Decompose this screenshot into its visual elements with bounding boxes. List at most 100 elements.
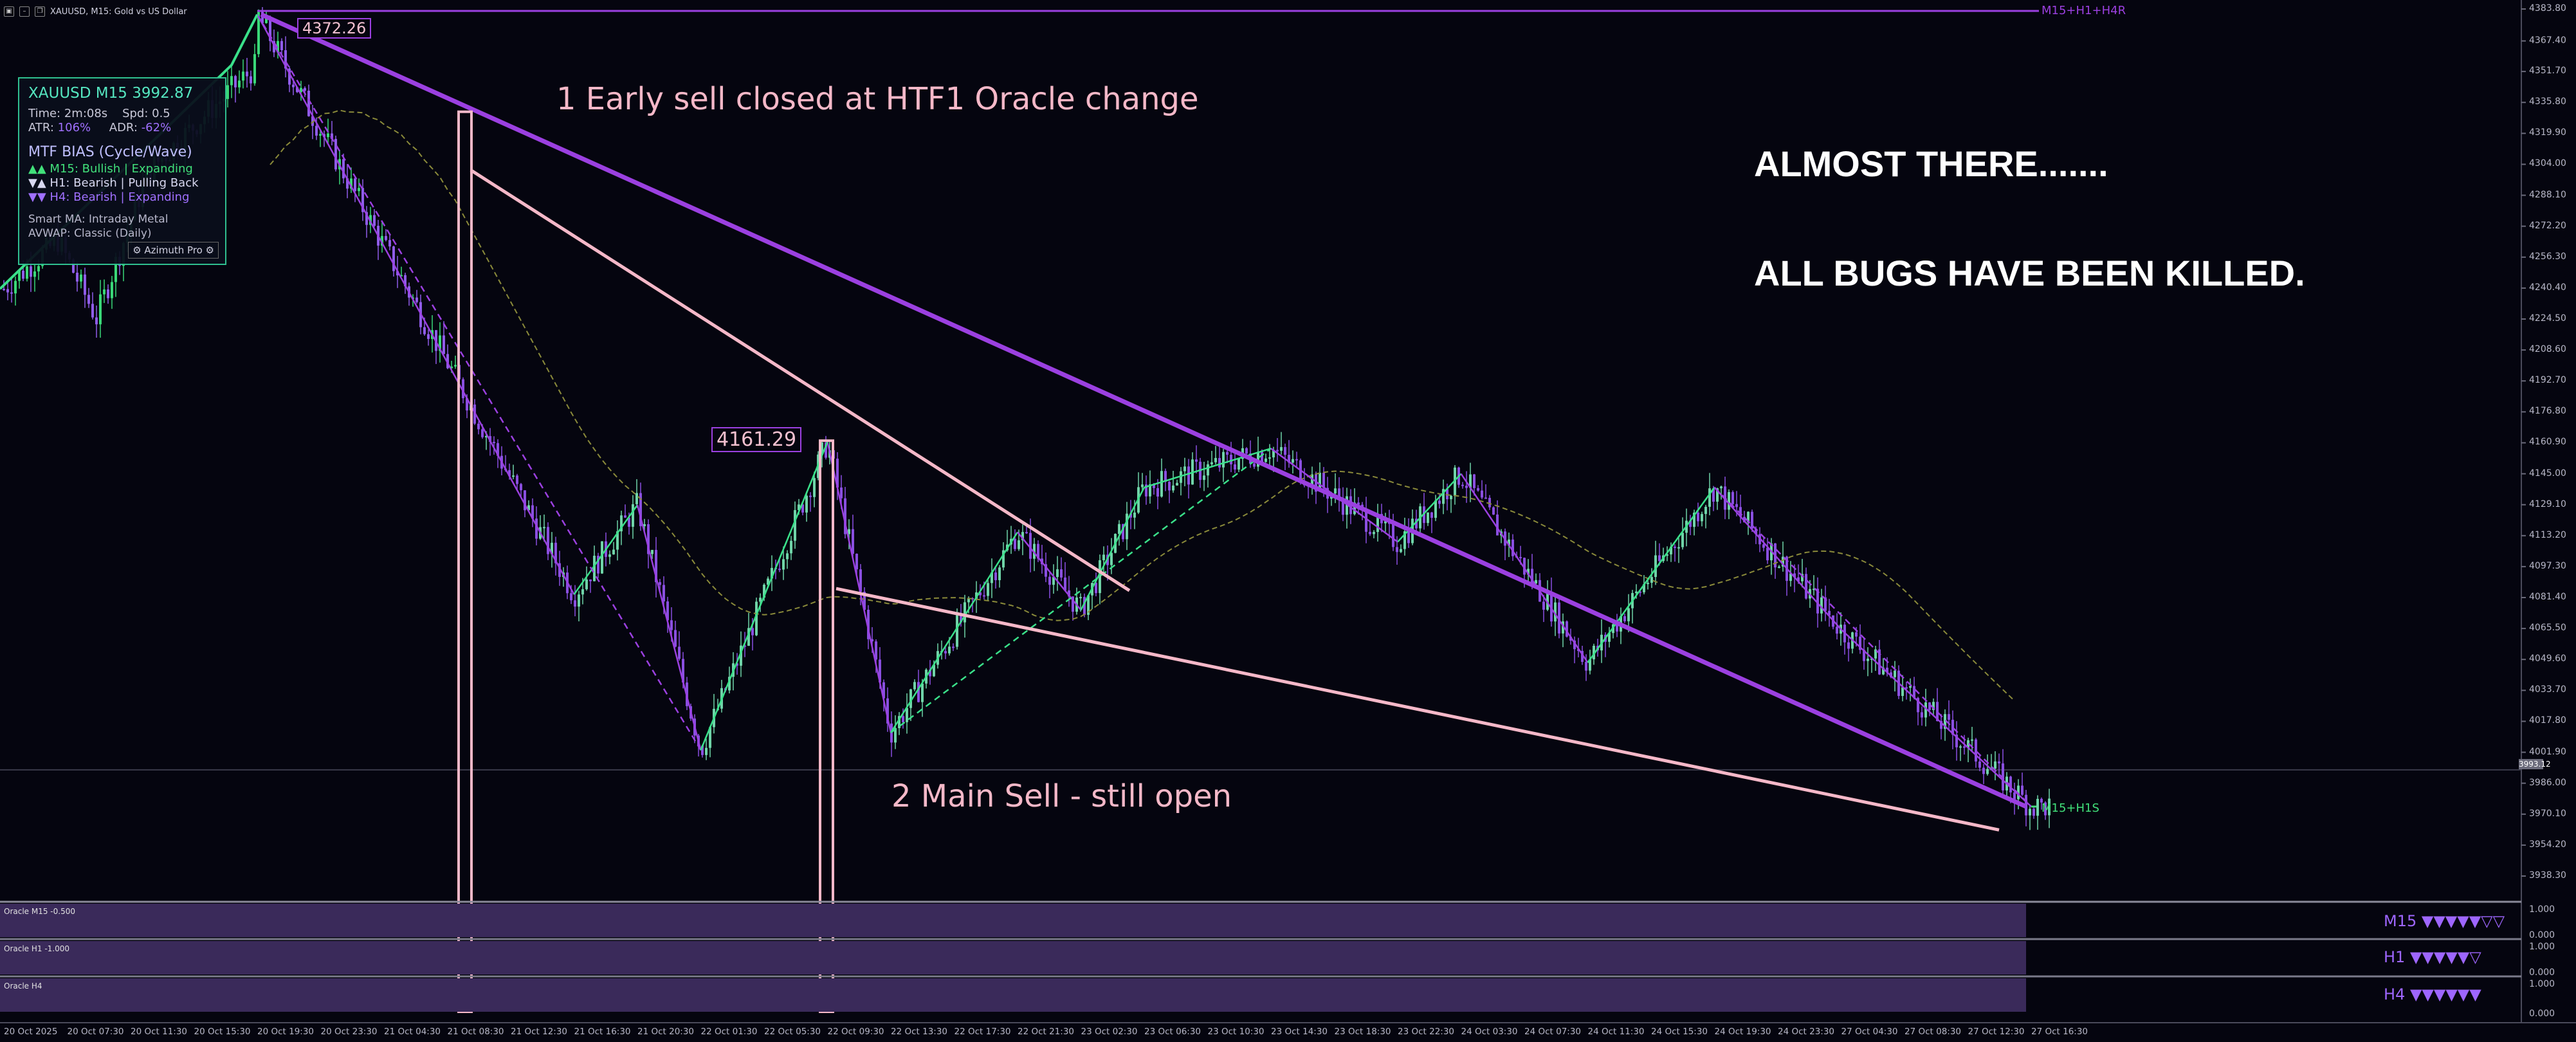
candle-body [439, 335, 441, 351]
candle-body [334, 138, 337, 170]
time-tick-label: 22 Oct 21:30 [1018, 1027, 1075, 1037]
candle-body [1712, 488, 1715, 502]
candle-body [1948, 714, 1950, 720]
candle-body [1855, 632, 1858, 637]
candle-body [913, 682, 916, 690]
price-tick-label: 4304.00 [2529, 158, 2566, 169]
minimize-icon[interactable]: – [19, 6, 30, 17]
info-panel[interactable]: XAUUSD M15 3992.87 Time: 2m:08s Spd: 0.5… [18, 77, 226, 265]
main-downtrend-line [260, 12, 2027, 809]
candle-body [30, 266, 32, 277]
oscillator-h4-label: H4 ▼▼▼▼▼▼ [2384, 985, 2481, 1003]
candle-body [871, 639, 873, 642]
candle-body [477, 423, 480, 430]
candle-body [601, 541, 603, 574]
zigzag-wave [827, 442, 892, 733]
window-menu-icon[interactable]: ▣ [4, 6, 14, 17]
candle-body [1932, 702, 1935, 710]
candle-body [1187, 466, 1190, 485]
panel-h1-bias: ▼▲ H1: Bearish | Pulling Back [28, 176, 199, 190]
candle-body [1276, 450, 1279, 452]
candle-body [1677, 547, 1680, 549]
candle-body [6, 289, 9, 293]
candle-body [365, 212, 368, 225]
candle-body [1782, 556, 1784, 567]
oscillator-h1-label: H1 ▼▼▼▼▼▽ [2384, 948, 2481, 966]
candle-body [956, 615, 958, 647]
candle-body [921, 683, 924, 702]
panel-h4-bias: ▼▼ H4: Bearish | Expanding [28, 190, 190, 204]
candle-body [655, 549, 657, 583]
candle-body [1924, 702, 1927, 718]
candle-body [1145, 484, 1147, 497]
candle-body [1867, 658, 1869, 661]
candle-body [1029, 533, 1032, 559]
candle-body [1569, 636, 1572, 641]
chart-header: ▣ – ❐ XAUUSD, M15: Gold vs US Dollar [4, 3, 187, 21]
price-tick-label: 4176.80 [2529, 406, 2566, 417]
candle-body [798, 504, 800, 511]
time-tick-label: 27 Oct 08:30 [1905, 1027, 1962, 1037]
candle-body [1473, 474, 1475, 488]
candle-body [99, 294, 102, 325]
time-tick-label: 24 Oct 07:30 [1524, 1027, 1582, 1037]
candle-body [952, 646, 955, 648]
candle-body [385, 235, 387, 241]
candle-body [1160, 471, 1163, 497]
candle-body [1342, 499, 1344, 515]
candle-body [1797, 577, 1800, 581]
zigzag-wave [1460, 473, 1589, 663]
candle-body [1535, 580, 1537, 584]
time-tick-label: 20 Oct 19:30 [257, 1027, 315, 1037]
panel-adr-value: -62% [141, 121, 172, 134]
candle-body [1998, 761, 2000, 763]
candle-body [813, 478, 816, 497]
time-tick-label: 22 Oct 17:30 [954, 1027, 1011, 1037]
candle-body [230, 76, 233, 86]
price-tick-label: 4192.70 [2529, 375, 2566, 386]
time-tick-label: 24 Oct 19:30 [1714, 1027, 1771, 1037]
candle-body [1492, 507, 1495, 515]
candle-body [1018, 540, 1020, 549]
candle-body [863, 592, 866, 610]
candle-body [759, 598, 762, 602]
candle-body [454, 365, 457, 367]
candle-body [1353, 502, 1356, 515]
candle-body [280, 41, 283, 51]
time-tick-label: 20 Oct 07:30 [67, 1027, 124, 1037]
current-price-tag: 3993.12 [2519, 759, 2551, 769]
candle-body [331, 133, 333, 139]
restore-icon[interactable]: ❐ [35, 6, 45, 17]
candle-body [1261, 452, 1263, 462]
candle-body [2029, 809, 2031, 816]
candle-body [1133, 512, 1136, 518]
candle-body [1141, 484, 1144, 488]
candle-body [639, 493, 642, 527]
candle-body [1396, 547, 1398, 553]
candle-body [292, 84, 295, 87]
candle-body [1542, 601, 1545, 610]
candle-body [350, 178, 352, 189]
candle-body [373, 215, 376, 226]
candle-body [1635, 591, 1638, 594]
candle-body [763, 585, 765, 598]
panel-brand[interactable]: ⚙ Azimuth Pro ⚙ [128, 242, 219, 259]
candle-body [1558, 602, 1560, 634]
candle-body [1214, 458, 1217, 462]
zigzag-wave [1713, 486, 1842, 630]
candle-body [585, 579, 588, 590]
candle-body [531, 505, 534, 519]
candle-body [1894, 670, 1896, 677]
candle-body [1064, 577, 1066, 590]
candle-body [909, 689, 912, 708]
candle-body [1581, 651, 1584, 663]
price-tick-label: 4033.70 [2529, 684, 2566, 695]
candle-body [315, 125, 318, 136]
candle-body [1805, 574, 1807, 599]
candle-body [2044, 802, 2047, 816]
panel-adr-label: ADR: [109, 121, 138, 134]
candle-body [844, 498, 846, 535]
candle-body [388, 240, 391, 247]
time-tick-label: 23 Oct 22:30 [1398, 1027, 1455, 1037]
